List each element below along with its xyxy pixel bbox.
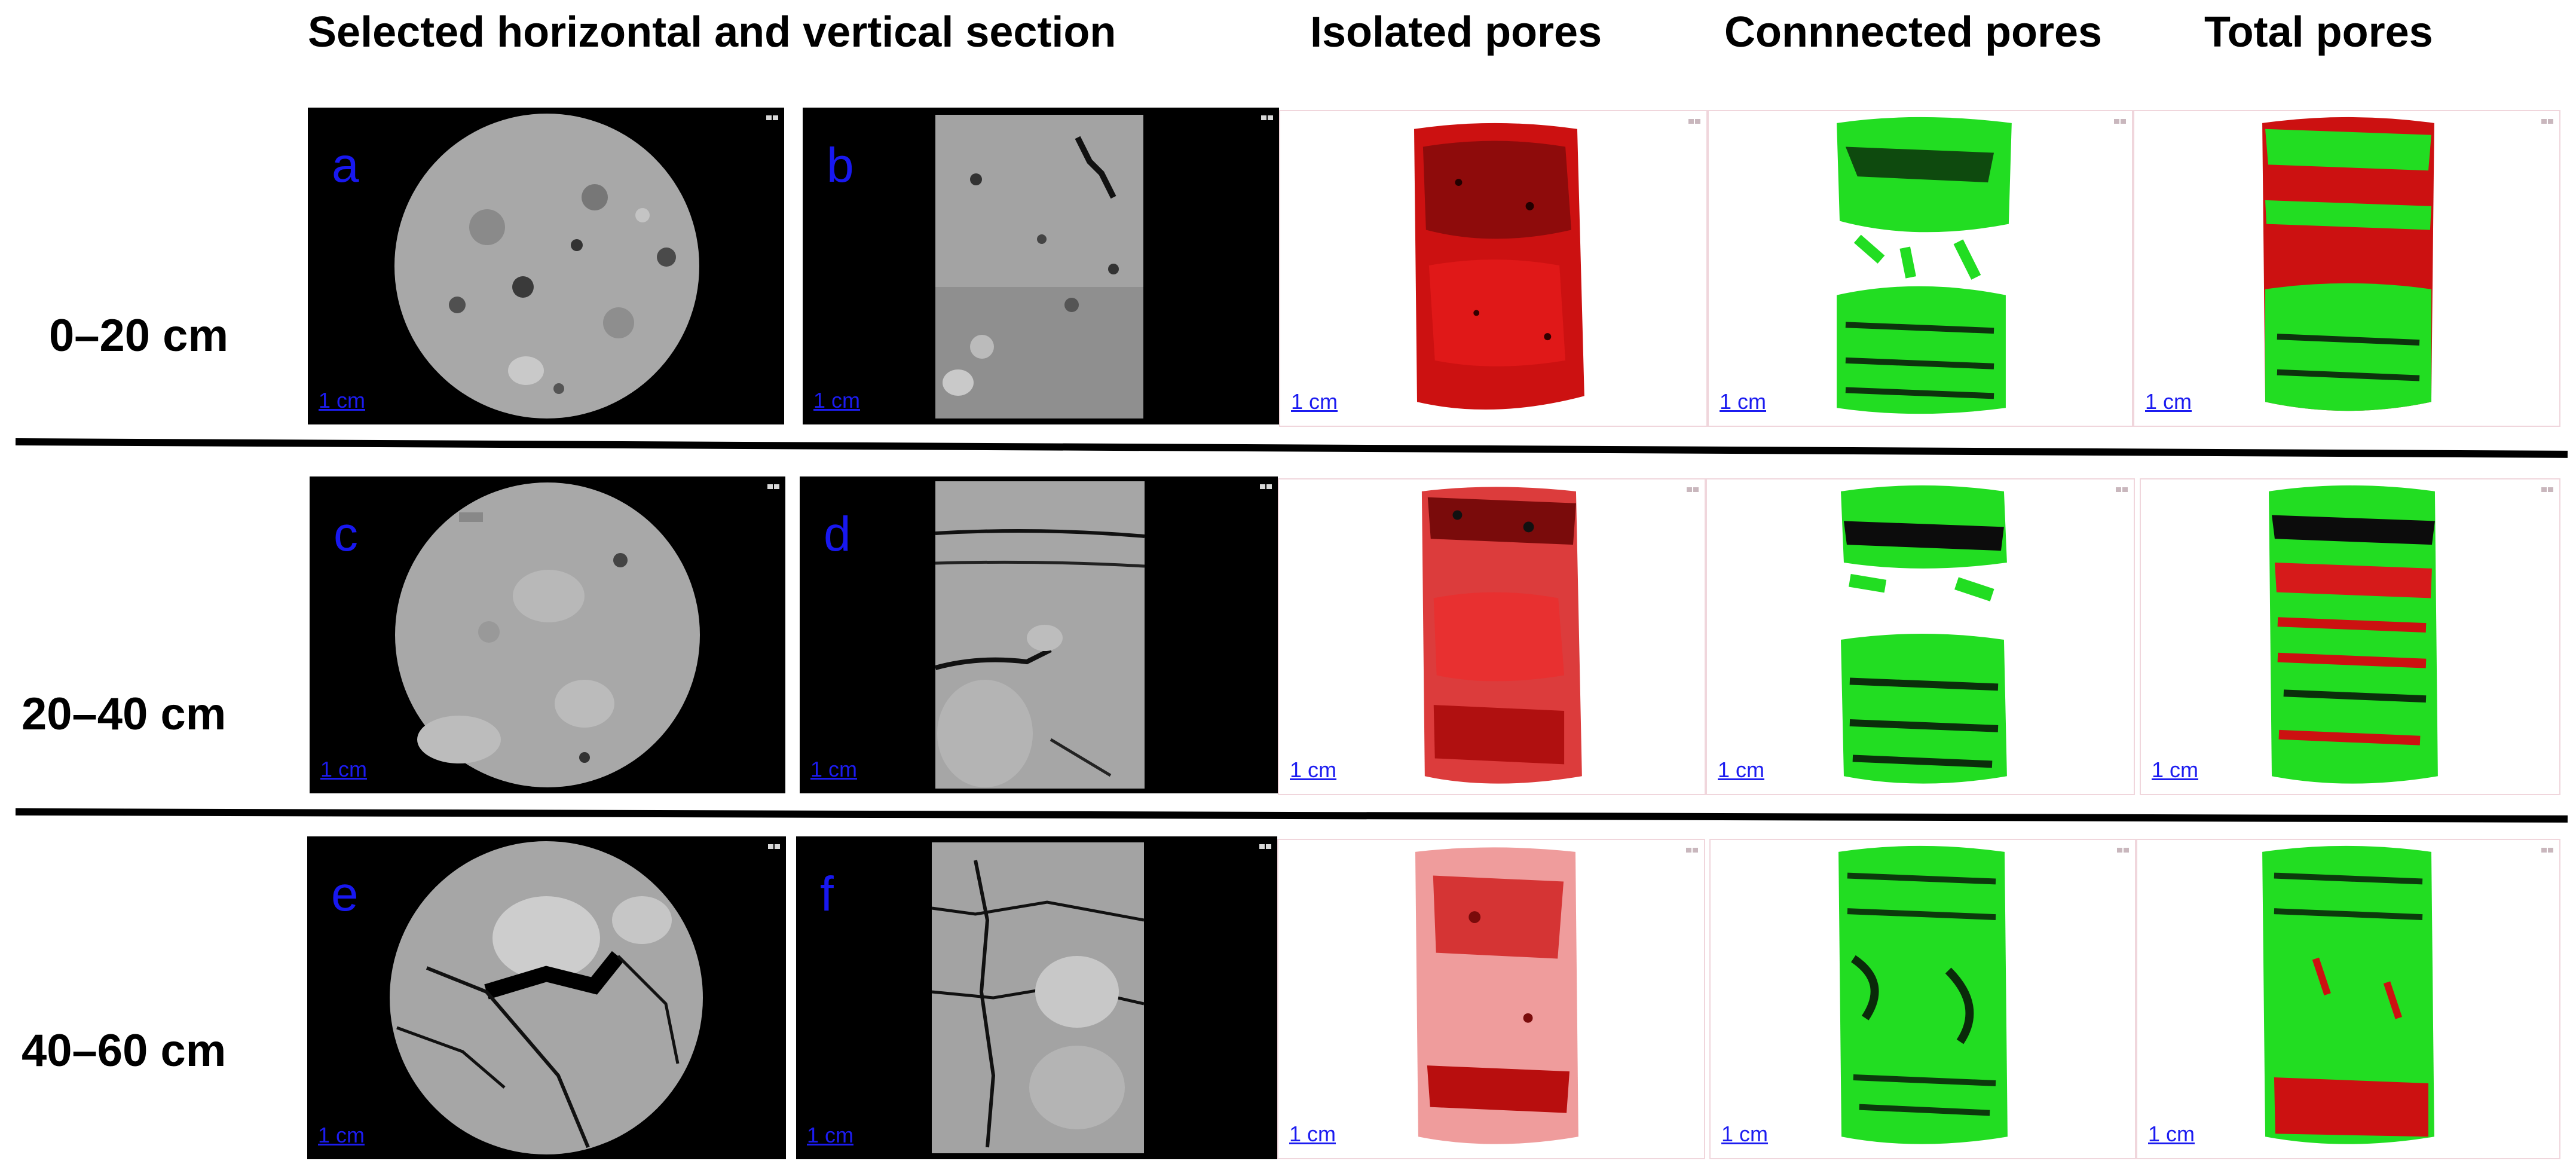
scale-bar-label: 1 cm	[1289, 1122, 1336, 1146]
window-controls-icon	[765, 112, 779, 120]
panel-label-d: d	[824, 507, 851, 561]
connected-pores-render: 1 cm	[1706, 478, 2135, 795]
scale-bar-label: 1 cm	[1718, 757, 1765, 782]
window-controls-icon	[767, 841, 781, 849]
panel-label-e: e	[331, 867, 359, 921]
window-controls-icon	[2540, 484, 2554, 492]
connected-pores-image	[1841, 485, 2007, 784]
scale-bar-label: 1 cm	[1290, 757, 1337, 782]
total-pores-image	[2262, 117, 2434, 411]
window-controls-icon	[1260, 112, 1274, 120]
window-controls-icon	[1685, 845, 1699, 853]
scale-bar-label: 1 cm	[319, 388, 366, 413]
total-pores-render: 1 cm	[2136, 839, 2560, 1159]
scale-bar-label: 1 cm	[813, 388, 861, 413]
isolated-pores-render: 1 cm	[1278, 478, 1706, 795]
scale-bar-label: 1 cm	[320, 757, 368, 781]
ct-horizontal-section: e 1 cm	[307, 836, 786, 1159]
window-controls-icon	[1259, 481, 1273, 489]
window-controls-icon	[2540, 845, 2554, 853]
panel-label-b: b	[827, 138, 854, 193]
ct-horizontal-image	[395, 482, 700, 787]
total-pores-image	[2262, 845, 2434, 1144]
ct-vertical-section: b 1 cm	[803, 108, 1279, 424]
isolated-pores-render: 1 cm	[1277, 839, 1705, 1159]
scale-bar-label: 1 cm	[318, 1123, 365, 1147]
row-divider-1	[15, 438, 2568, 458]
window-controls-icon	[2540, 116, 2554, 124]
isolated-pores-image	[1414, 123, 1584, 410]
isolated-pores-render: 1 cm	[1279, 110, 1708, 427]
panel-label-f: f	[820, 867, 834, 921]
ct-horizontal-section: c 1 cm	[310, 476, 785, 793]
ct-horizontal-section: a 1 cm	[308, 108, 784, 424]
total-pores-image	[2269, 485, 2438, 784]
depth-label-20-40: 20–40 cm	[22, 689, 227, 740]
header-total-pores: Total pores	[2204, 8, 2433, 56]
ct-vertical-image	[934, 481, 1145, 789]
header-connected-pores: Connnected pores	[1724, 8, 2103, 56]
total-pores-render: 1 cm	[2133, 110, 2560, 427]
isolated-pores-image	[1421, 487, 1582, 784]
window-controls-icon	[2115, 484, 2129, 492]
window-controls-icon	[1685, 484, 1700, 492]
window-controls-icon	[1258, 841, 1272, 849]
header-sections: Selected horizontal and vertical section	[308, 8, 1116, 56]
depth-label-0-20: 0–20 cm	[49, 310, 229, 361]
ct-vertical-image	[931, 842, 1145, 1153]
panel-label-c: c	[334, 507, 358, 561]
total-pores-render: 1 cm	[2140, 478, 2560, 795]
ct-horizontal-image	[390, 841, 703, 1154]
connected-pores-render: 1 cm	[1708, 110, 2133, 427]
scale-bar-label: 1 cm	[810, 757, 858, 781]
connected-pores-image	[1838, 845, 2008, 1144]
scale-bar-label: 1 cm	[1291, 389, 1338, 414]
window-controls-icon	[766, 481, 781, 489]
isolated-pores-image	[1415, 847, 1578, 1144]
scale-bar-label: 1 cm	[1721, 1122, 1769, 1146]
header-isolated-pores: Isolated pores	[1310, 8, 1602, 56]
scale-bar-label: 1 cm	[2145, 389, 2192, 414]
connected-pores-image	[1837, 117, 2012, 414]
scale-bar-label: 1 cm	[2148, 1122, 2195, 1146]
depth-label-40-60: 40–60 cm	[22, 1025, 227, 1076]
window-controls-icon	[1687, 116, 1702, 124]
scale-bar-label: 1 cm	[1720, 389, 1767, 414]
scale-bar-label: 1 cm	[2152, 757, 2199, 782]
window-controls-icon	[2116, 845, 2130, 853]
row-divider-2	[15, 808, 2568, 823]
panel-label-a: a	[332, 138, 359, 193]
scale-bar-label: 1 cm	[807, 1123, 854, 1147]
ct-horizontal-image	[394, 114, 699, 418]
window-controls-icon	[2113, 116, 2127, 124]
connected-pores-render: 1 cm	[1709, 839, 2136, 1159]
ct-vertical-section: d 1 cm	[800, 476, 1278, 793]
ct-vertical-image	[935, 115, 1143, 418]
ct-vertical-section: f 1 cm	[796, 836, 1277, 1159]
